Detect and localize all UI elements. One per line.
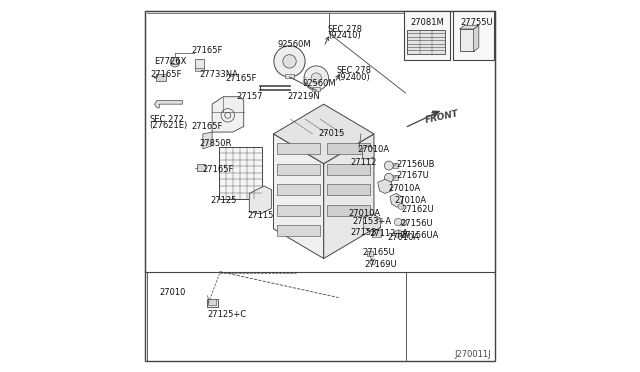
Polygon shape	[390, 193, 403, 207]
Circle shape	[370, 259, 376, 265]
Polygon shape	[250, 186, 271, 214]
Polygon shape	[277, 184, 320, 195]
Text: SEC.278: SEC.278	[337, 66, 372, 75]
Circle shape	[385, 161, 394, 170]
Text: 27165F: 27165F	[225, 74, 257, 83]
Text: 27219N: 27219N	[287, 92, 321, 101]
Bar	[207, 299, 218, 307]
Circle shape	[398, 203, 404, 209]
Text: (27621E): (27621E)	[150, 121, 188, 130]
Text: 27010A: 27010A	[348, 209, 380, 218]
Polygon shape	[328, 205, 370, 216]
Bar	[408, 30, 445, 54]
Polygon shape	[378, 179, 392, 193]
Text: 27125: 27125	[211, 196, 237, 205]
Text: 27755U: 27755U	[461, 18, 493, 27]
Text: 27156UB: 27156UB	[396, 160, 435, 169]
Text: (92400): (92400)	[337, 73, 370, 81]
Text: 27733NA: 27733NA	[199, 70, 238, 79]
Text: 27153: 27153	[350, 228, 376, 237]
Text: SEC.272: SEC.272	[150, 115, 184, 124]
Text: 27015: 27015	[318, 129, 344, 138]
Text: 27010: 27010	[159, 288, 186, 296]
Polygon shape	[277, 164, 320, 175]
Bar	[404, 11, 450, 60]
Text: 27125+C: 27125+C	[207, 310, 247, 319]
Text: 27165F: 27165F	[151, 70, 182, 79]
Polygon shape	[277, 225, 320, 236]
Text: 27153+A: 27153+A	[353, 217, 392, 226]
Text: 27165U: 27165U	[363, 248, 396, 257]
Polygon shape	[328, 143, 370, 154]
Bar	[392, 175, 398, 180]
Circle shape	[394, 218, 402, 226]
Text: E7726X: E7726X	[154, 57, 187, 66]
Circle shape	[385, 173, 394, 182]
Polygon shape	[328, 164, 370, 175]
Text: J270011J: J270011J	[454, 350, 491, 359]
Text: 92560M: 92560M	[277, 40, 311, 49]
Polygon shape	[212, 97, 244, 132]
Circle shape	[394, 230, 402, 237]
Text: 27169U: 27169U	[364, 260, 397, 269]
Text: 27850R: 27850R	[199, 139, 232, 148]
Polygon shape	[273, 134, 324, 259]
Text: 27157: 27157	[236, 92, 263, 101]
Text: 27165F: 27165F	[203, 165, 234, 174]
Bar	[172, 57, 178, 64]
Circle shape	[283, 55, 296, 68]
Text: 27167U: 27167U	[396, 171, 429, 180]
Text: 27156UA: 27156UA	[400, 231, 438, 240]
Text: 92560M: 92560M	[302, 79, 336, 88]
Polygon shape	[277, 205, 320, 216]
Bar	[195, 59, 204, 69]
Polygon shape	[273, 104, 374, 164]
Bar	[209, 299, 216, 305]
Text: FRONT: FRONT	[424, 109, 460, 125]
Polygon shape	[277, 143, 320, 154]
Bar	[401, 231, 406, 236]
Bar	[312, 87, 320, 91]
Text: (92410): (92410)	[328, 31, 361, 40]
Bar	[156, 74, 166, 81]
Bar	[197, 164, 205, 171]
Text: 27162U: 27162U	[401, 205, 434, 214]
Polygon shape	[364, 214, 381, 231]
Text: 27115: 27115	[248, 211, 274, 220]
Polygon shape	[362, 146, 374, 159]
Text: 27010A: 27010A	[394, 196, 426, 205]
Polygon shape	[324, 134, 374, 259]
Bar	[453, 11, 494, 60]
Circle shape	[304, 66, 328, 90]
Text: 27010A: 27010A	[389, 185, 421, 193]
Bar	[460, 29, 474, 51]
Bar	[367, 251, 373, 256]
Polygon shape	[460, 25, 479, 29]
Polygon shape	[154, 100, 182, 108]
Circle shape	[170, 57, 180, 67]
Text: SEC.278: SEC.278	[328, 25, 362, 34]
Polygon shape	[328, 184, 370, 195]
Text: 27156U: 27156U	[400, 219, 433, 228]
Circle shape	[311, 73, 321, 83]
Text: 27010A: 27010A	[387, 233, 419, 242]
Text: 27112+A: 27112+A	[370, 229, 409, 238]
Bar	[195, 68, 204, 71]
Text: 27165F: 27165F	[191, 122, 223, 131]
Circle shape	[274, 46, 305, 77]
Bar	[285, 74, 294, 78]
Polygon shape	[203, 132, 212, 149]
Bar	[372, 230, 381, 237]
Text: 27112: 27112	[351, 158, 377, 167]
Text: 27081M: 27081M	[410, 18, 444, 27]
Polygon shape	[474, 25, 479, 51]
Text: 27010A: 27010A	[357, 145, 389, 154]
Bar	[219, 147, 262, 199]
Bar	[392, 163, 398, 168]
Text: 27165F: 27165F	[191, 46, 223, 55]
Bar	[401, 220, 406, 224]
